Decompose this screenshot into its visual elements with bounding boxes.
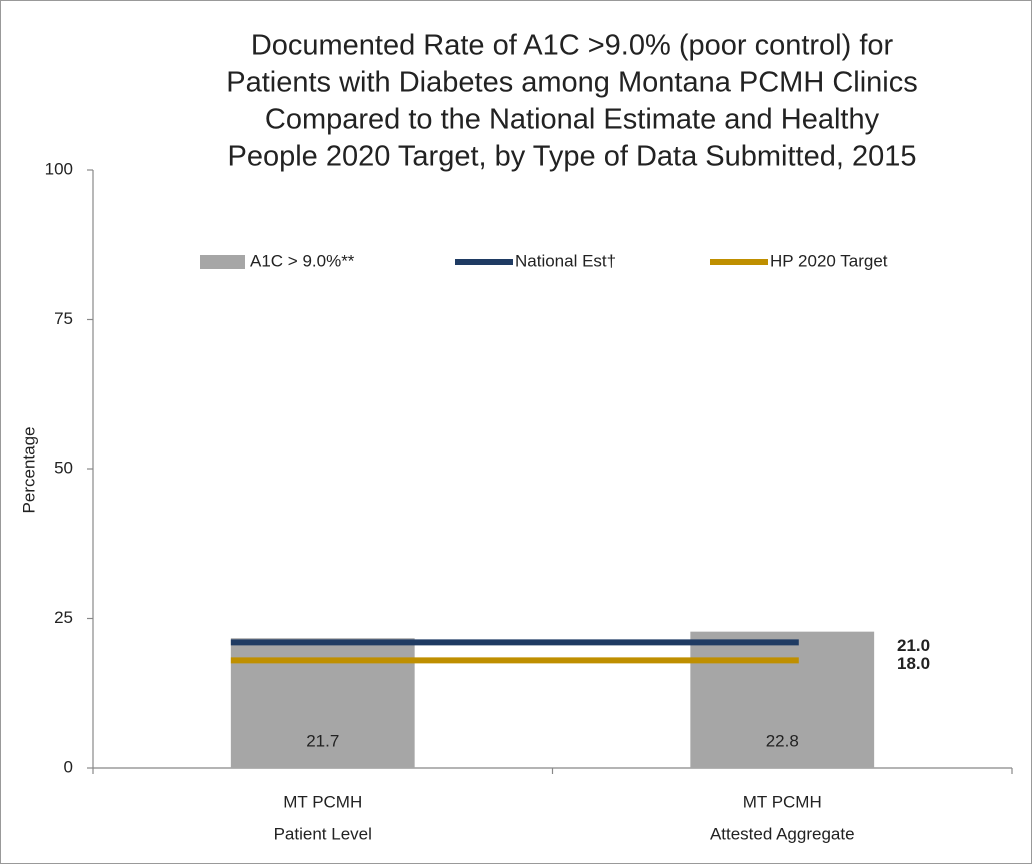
chart-title: People 2020 Target, by Type of Data Subm… [228, 141, 917, 173]
y-tick-label: 100 [45, 159, 73, 178]
x-tick-label: Patient Level [274, 824, 372, 843]
y-axis-label: Percentage [19, 427, 38, 514]
legend-label: A1C > 9.0%** [250, 251, 355, 270]
chart-title: Compared to the National Estimate and He… [265, 104, 880, 136]
legend-swatch [200, 255, 245, 269]
bar-value-label: 22.8 [766, 731, 799, 750]
bar [690, 631, 875, 768]
x-tick-label: Attested Aggregate [710, 824, 855, 843]
y-tick-label: 25 [54, 608, 73, 627]
line-value-label: 21.0 [897, 636, 930, 655]
chart-title: Documented Rate of A1C >9.0% (poor contr… [251, 30, 894, 62]
x-tick-label: MT PCMH [283, 792, 362, 811]
line-value-label: 18.0 [897, 654, 930, 673]
bar-value-label: 21.7 [306, 731, 339, 750]
y-tick-label: 75 [54, 309, 73, 328]
y-tick-label: 50 [54, 458, 73, 477]
chart-title: Patients with Diabetes among Montana PCM… [226, 67, 917, 99]
legend-label: HP 2020 Target [770, 251, 888, 270]
legend-label: National Est† [515, 251, 616, 270]
x-tick-label: MT PCMH [743, 792, 822, 811]
y-tick-label: 0 [64, 757, 73, 776]
